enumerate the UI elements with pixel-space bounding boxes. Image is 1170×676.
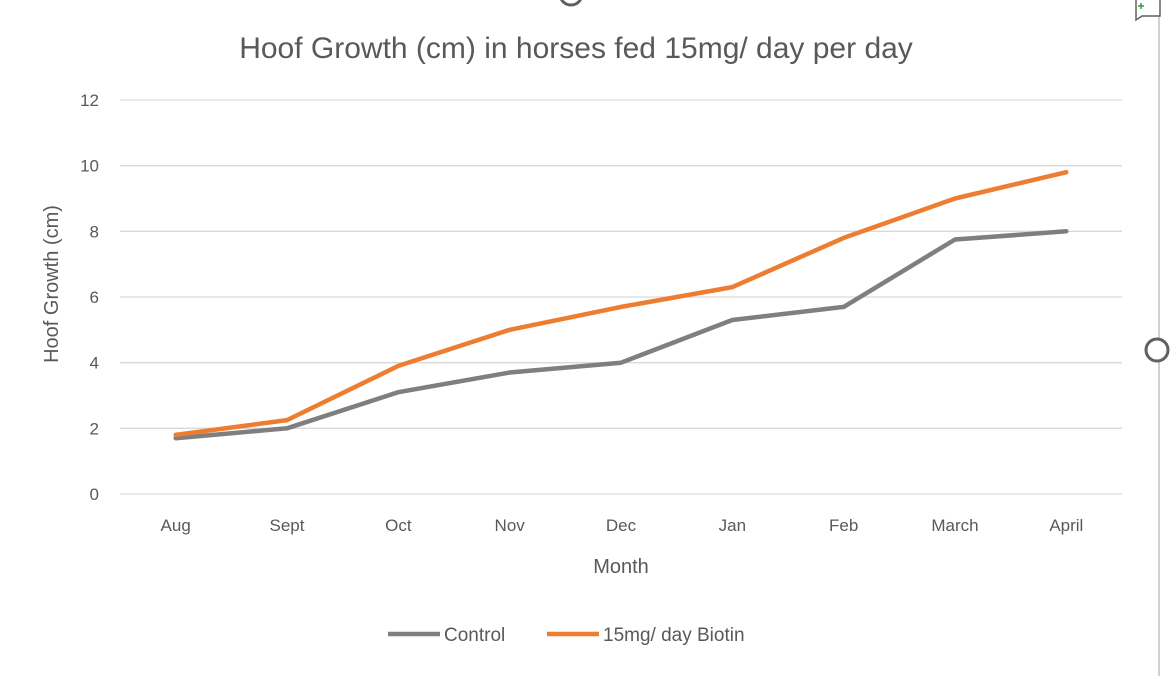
gridlines (120, 99, 1122, 495)
x-tick-label: Nov (495, 516, 526, 535)
y-axis-label: Hoof Growth (cm) (41, 205, 63, 363)
x-tick-label: Dec (606, 516, 637, 535)
plus-icon[interactable] (1138, 3, 1144, 9)
y-tick-label: 8 (90, 222, 99, 241)
chart-elements-icon[interactable] (1135, 0, 1161, 22)
resize-handle-top[interactable] (560, 0, 582, 7)
x-tick-label: Feb (829, 516, 858, 535)
y-axis-ticks: 0 2 4 6 8 10 12 (80, 91, 99, 504)
y-tick-label: 10 (80, 157, 99, 176)
y-tick-label: 4 (90, 354, 99, 373)
series-line-1 (173, 169, 1069, 438)
chart-title: Hoof Growth (cm) in horses fed 15mg/ day… (239, 32, 913, 65)
y-tick-label: 6 (90, 288, 99, 307)
resize-handle-right[interactable] (1144, 337, 1170, 363)
x-tick-label: Jan (719, 516, 746, 535)
x-axis-ticks: Aug Sept Oct Nov Dec Jan Feb March April (161, 516, 1084, 535)
x-tick-label: Sept (270, 516, 305, 535)
x-tick-label: April (1049, 516, 1083, 535)
series-lines (173, 169, 1069, 441)
y-tick-label: 2 (90, 419, 99, 438)
x-tick-label: Oct (385, 516, 412, 535)
x-tick-label: Aug (161, 516, 191, 535)
legend: Control 15mg/ day Biotin (388, 625, 745, 646)
y-tick-label: 12 (80, 91, 99, 110)
legend-label: 15mg/ day Biotin (603, 625, 745, 646)
x-tick-label: March (931, 516, 978, 535)
x-axis-label: Month (593, 556, 649, 578)
y-tick-label: 0 (90, 485, 99, 504)
legend-label: Control (444, 625, 505, 646)
